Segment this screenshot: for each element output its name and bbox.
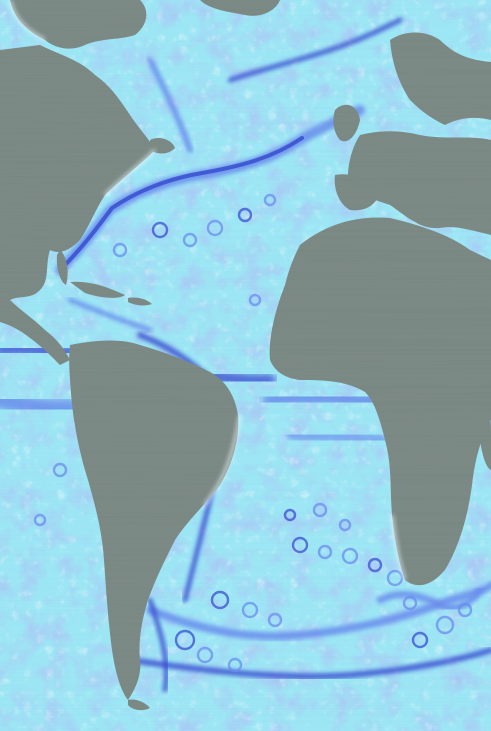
coastal-highlights bbox=[8, 0, 407, 581]
